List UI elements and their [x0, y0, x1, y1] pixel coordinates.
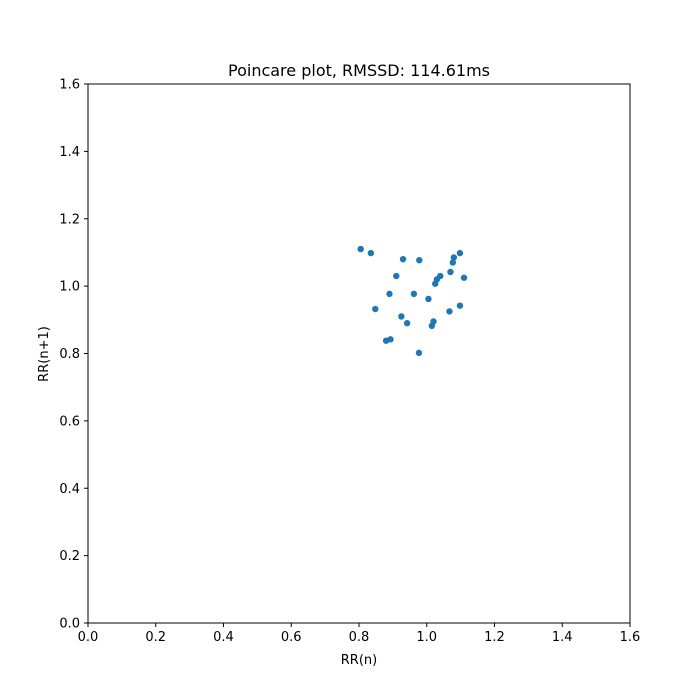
- y-tick-label: 0.2: [59, 549, 80, 564]
- data-point-4: [456, 249, 464, 257]
- data-point-14: [410, 290, 418, 298]
- chart-title: Poincare plot, RMSSD: 114.61ms: [228, 61, 490, 80]
- x-tick-label: 0.8: [349, 630, 370, 645]
- data-point-0: [357, 245, 364, 253]
- x-tick-label: 1.4: [552, 630, 573, 645]
- y-tick-label: 0.0: [59, 617, 80, 632]
- y-tick-label: 1.4: [59, 145, 80, 160]
- data-point-15: [425, 295, 432, 303]
- y-tick-label: 1.6: [59, 78, 80, 93]
- x-tick-label: 0.0: [78, 630, 99, 645]
- x-axis-label: RR(n): [341, 653, 377, 668]
- data-point-17: [372, 305, 379, 313]
- data-point-12: [432, 280, 439, 287]
- data-point-22: [428, 322, 436, 330]
- data-point-7: [393, 272, 400, 280]
- data-point-18: [446, 308, 453, 315]
- data-point-6: [449, 259, 457, 266]
- y-axis-ticks: 0.0 0.2 0.4 0.6 0.8 1.0 1.2 1.4 1.6: [59, 78, 88, 632]
- data-point-16: [456, 302, 464, 309]
- data-point-10: [460, 274, 468, 281]
- x-axis-ticks: 0.0 0.2 0.4 0.6 0.8 1.0 1.2 1.4 1.6: [78, 623, 641, 645]
- plot-area-frame: [87, 83, 631, 624]
- y-tick-label: 1.0: [59, 280, 80, 295]
- y-tick-label: 0.6: [59, 414, 80, 429]
- x-tick-label: 1.2: [484, 630, 505, 645]
- x-tick-label: 1.6: [620, 630, 641, 645]
- data-point-13: [386, 290, 393, 298]
- data-point-24: [387, 336, 394, 343]
- scatter-points: [357, 245, 468, 357]
- x-tick-label: 0.2: [145, 630, 166, 645]
- y-tick-label: 1.2: [59, 212, 80, 227]
- x-tick-label: 0.4: [213, 630, 234, 645]
- x-tick-label: 1.0: [416, 630, 437, 645]
- data-point-3: [416, 256, 423, 264]
- y-axis-label: RR(n+1): [37, 326, 52, 382]
- data-point-8: [447, 268, 454, 276]
- data-point-2: [399, 255, 407, 263]
- y-tick-label: 0.8: [59, 347, 80, 362]
- data-point-1: [367, 249, 375, 257]
- y-tick-label: 0.4: [59, 482, 80, 497]
- data-point-25: [415, 349, 423, 357]
- data-point-20: [403, 319, 411, 327]
- x-tick-label: 0.6: [281, 630, 302, 645]
- data-point-5: [450, 254, 458, 261]
- data-point-19: [398, 313, 405, 320]
